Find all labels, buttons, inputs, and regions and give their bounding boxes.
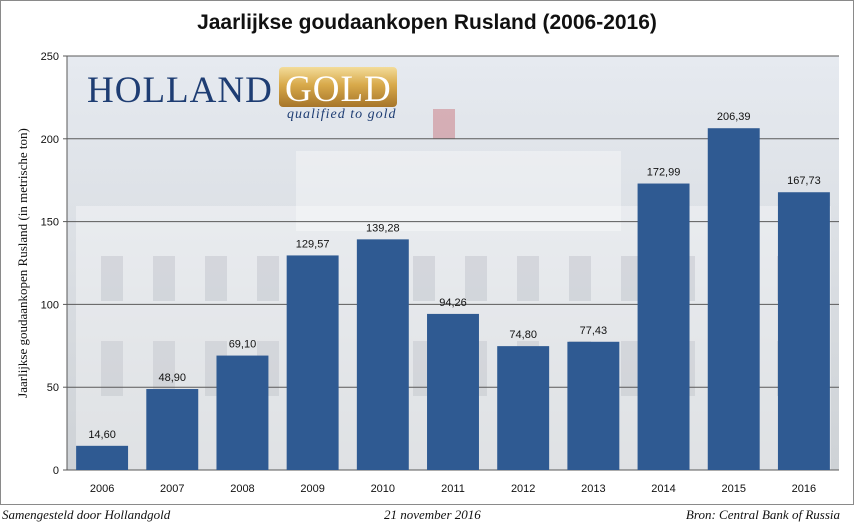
- building-window: [153, 341, 175, 396]
- y-tick-label: 100: [41, 299, 59, 311]
- logo-word-holland: HOLLAND: [87, 70, 273, 111]
- logo-word-gold: GOLD: [285, 69, 392, 110]
- data-label-2016: 167,73: [787, 175, 821, 187]
- x-tick-label-2007: 2007: [160, 483, 184, 495]
- bar-2014: [637, 183, 690, 470]
- x-tick-label-2012: 2012: [511, 483, 535, 495]
- bar-chart: 14,60 48,90 69,10 129,57 139,28 94,26 74,80 77,…: [41, 51, 839, 495]
- footer-source: Bron: Central Bank of Russia: [685, 507, 840, 522]
- y-tick-label: 50: [47, 382, 59, 394]
- building-window: [205, 256, 227, 301]
- hollandgold-logo: HOLLAND GOLD qualified to gold: [87, 67, 397, 125]
- bar-2010: [356, 239, 409, 470]
- chart-frame: Jaarlijkse goudaankopen Rusland (2006-20…: [0, 0, 854, 505]
- x-tick-label-2006: 2006: [90, 483, 114, 495]
- bar-2015: [707, 128, 760, 470]
- building-window: [413, 256, 435, 301]
- data-label-2011: 94,26: [439, 297, 467, 309]
- y-tick-label: 0: [53, 465, 59, 477]
- logo-tagline: qualified to gold: [287, 107, 397, 122]
- building-window: [153, 256, 175, 301]
- bar-2008: [216, 355, 269, 470]
- x-tick-label-2008: 2008: [230, 483, 254, 495]
- building-window: [257, 256, 279, 301]
- flag: [433, 109, 455, 139]
- bar-2011: [427, 313, 479, 470]
- bar-2012: [497, 346, 550, 470]
- data-label-2013: 77,43: [580, 325, 608, 337]
- y-tick-label: 200: [41, 134, 59, 146]
- data-label-2009: 129,57: [296, 238, 330, 250]
- building-window: [621, 256, 643, 301]
- x-tick-labels-group: 2006 2007 2008 2009 2010 2011 2012 2013 2014 2015…: [90, 483, 816, 495]
- footer-date: 21 november 2016: [384, 507, 481, 522]
- y-tick-label: 250: [41, 51, 59, 63]
- bar-2013: [567, 341, 620, 470]
- building-window: [101, 341, 123, 396]
- x-tick-label-2014: 2014: [651, 483, 675, 495]
- x-tick-label-2010: 2010: [371, 483, 395, 495]
- data-label-2015: 206,39: [717, 111, 751, 123]
- building-window: [517, 256, 539, 301]
- data-label-2008: 69,10: [229, 339, 257, 351]
- building-window: [465, 256, 487, 301]
- data-label-2006: 14,60: [88, 429, 116, 441]
- data-label-2007: 48,90: [159, 372, 187, 384]
- x-tick-label-2013: 2013: [581, 483, 605, 495]
- x-tick-label-2016: 2016: [792, 483, 816, 495]
- building-window: [101, 256, 123, 301]
- x-tick-label-2015: 2015: [721, 483, 745, 495]
- data-label-2012: 74,80: [509, 329, 537, 341]
- logo-gold-badge: GOLD: [279, 67, 397, 110]
- footer: Samengesteld door Hollandgold 21 novembe…: [0, 506, 854, 525]
- building-window: [569, 256, 591, 301]
- bars-group: [76, 128, 830, 470]
- data-label-2010: 139,28: [366, 222, 400, 234]
- y-tick-label: 150: [41, 217, 59, 229]
- chart-title: Jaarlijkse goudaankopen Rusland (2006-20…: [197, 11, 657, 34]
- bar-2009: [286, 255, 339, 470]
- building-pediment: [296, 151, 621, 231]
- bar-2016: [777, 192, 830, 470]
- footer-credit: Samengesteld door Hollandgold: [2, 507, 171, 522]
- x-tick-label-2011: 2011: [441, 483, 465, 495]
- bar-2006: [76, 445, 129, 470]
- data-label-2014: 172,99: [647, 167, 681, 179]
- building-window: [621, 341, 643, 396]
- y-tick-labels-group: 0 50 100 150 200 250: [41, 51, 59, 477]
- x-tick-label-2009: 2009: [300, 483, 324, 495]
- data-labels-group: 14,60 48,90 69,10 129,57 139,28 94,26 74,80 77,…: [88, 111, 820, 441]
- bar-2007: [146, 389, 199, 470]
